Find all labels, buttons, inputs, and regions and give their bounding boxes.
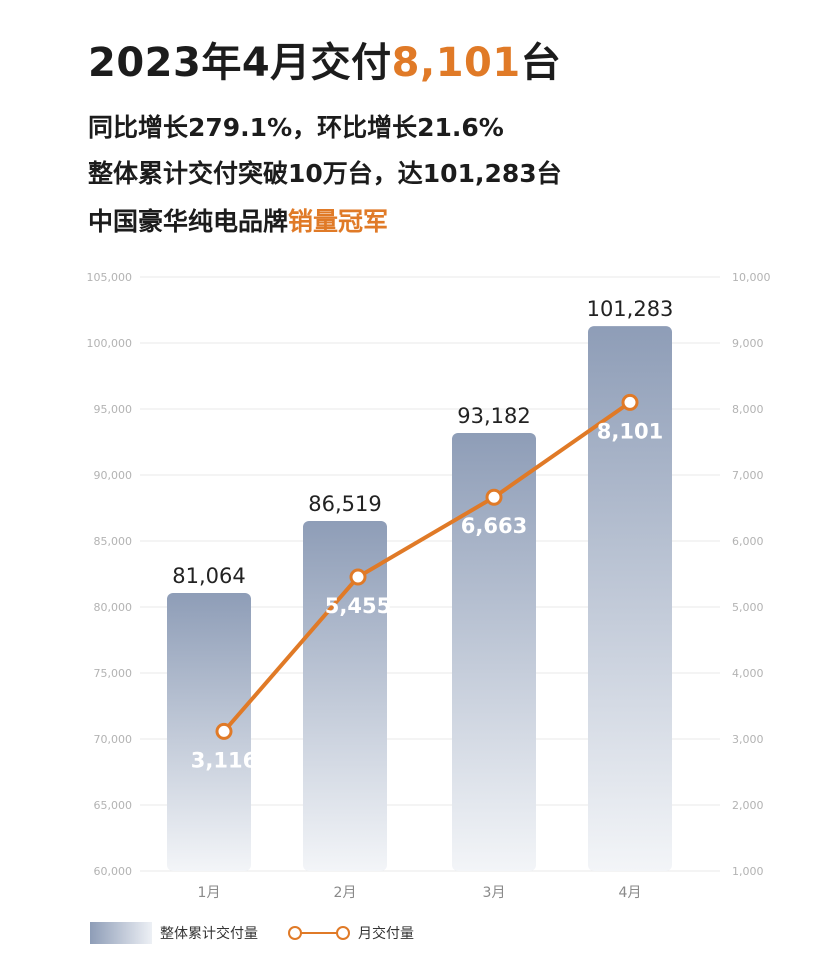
x-axis-category: 4月: [619, 885, 642, 900]
growth-line: 同比增长279.1%，环比增长21.6%: [88, 113, 504, 142]
champion-line: 中国豪华纯电品牌销量冠军: [88, 202, 388, 238]
bar-cumulative: [588, 326, 672, 871]
right-axis-tick: 5,000: [732, 601, 764, 614]
legend-line-entry: 月交付量: [288, 922, 414, 944]
legend-bar-entry: 整体累计交付量: [90, 922, 258, 944]
bar-value-label: 93,182: [457, 404, 530, 428]
champion-prefix: 中国豪华纯电品牌: [88, 207, 289, 236]
left-axis-tick: 90,000: [94, 469, 133, 482]
delivery-chart: 60,000 65,000 70,000 75,000 80,000 85,000 90,0…: [87, 271, 771, 900]
left-axis-tick: 85,000: [94, 535, 133, 548]
champion-highlight: 销量冠军: [288, 207, 389, 236]
line-value-label: 3,116: [191, 748, 257, 772]
line-value-label: 8,101: [597, 419, 663, 443]
bar-value-label: 101,283: [587, 297, 674, 321]
page-title: 2023年4月交付8,101台: [88, 30, 561, 88]
right-axis-tick: 3,000: [732, 733, 764, 746]
x-axis-category: 2月: [334, 885, 357, 900]
left-axis-tick: 80,000: [94, 601, 133, 614]
line-value-label: 6,663: [461, 514, 527, 538]
left-axis-tick: 70,000: [94, 733, 133, 746]
left-axis-tick: 100,000: [87, 337, 133, 350]
bar-value-label: 86,519: [308, 492, 381, 516]
x-axis-category: 3月: [483, 885, 506, 900]
bar-cumulative: [303, 520, 387, 871]
right-axis-tick: 1,000: [732, 865, 764, 878]
bar-cumulative: [167, 592, 251, 871]
title-prefix: 2023年4月交付: [88, 40, 392, 86]
right-axis-tick: 2,000: [732, 799, 764, 812]
monthly-delivery-point: [349, 568, 367, 586]
monthly-delivery-point: [621, 393, 639, 411]
right-axis-tick: 10,000: [732, 271, 771, 284]
monthly-delivery-point: [485, 488, 503, 506]
x-axis-category: 1月: [198, 885, 221, 900]
monthly-delivery-line: [222, 400, 632, 733]
right-axis-tick: 7,000: [732, 469, 764, 482]
left-axis-tick: 60,000: [94, 865, 133, 878]
left-axis-tick: 65,000: [94, 799, 133, 812]
cumulative-line: 整体累计交付突破10万台，达101,283台: [88, 159, 562, 188]
right-axis-tick: 4,000: [732, 667, 764, 680]
legend-line-swatch: [288, 922, 350, 944]
right-axis-tick: 6,000: [732, 535, 764, 548]
left-axis-tick: 95,000: [94, 403, 133, 416]
monthly-delivery-point: [215, 722, 233, 740]
legend-bar-label: 整体累计交付量: [160, 926, 258, 942]
left-axis-tick: 75,000: [94, 667, 133, 680]
bar-value-label: 81,064: [172, 564, 245, 588]
right-axis-tick: 9,000: [732, 337, 764, 350]
legend-bar-swatch: [90, 922, 152, 944]
right-axis-tick: 8,000: [732, 403, 764, 416]
title-suffix: 台: [520, 40, 562, 86]
title-number: 8,101: [391, 40, 521, 86]
legend-line-label: 月交付量: [358, 926, 414, 942]
line-value-label: 5,455: [325, 594, 391, 618]
left-axis-tick: 105,000: [87, 271, 133, 284]
bar-cumulative: [452, 432, 536, 871]
